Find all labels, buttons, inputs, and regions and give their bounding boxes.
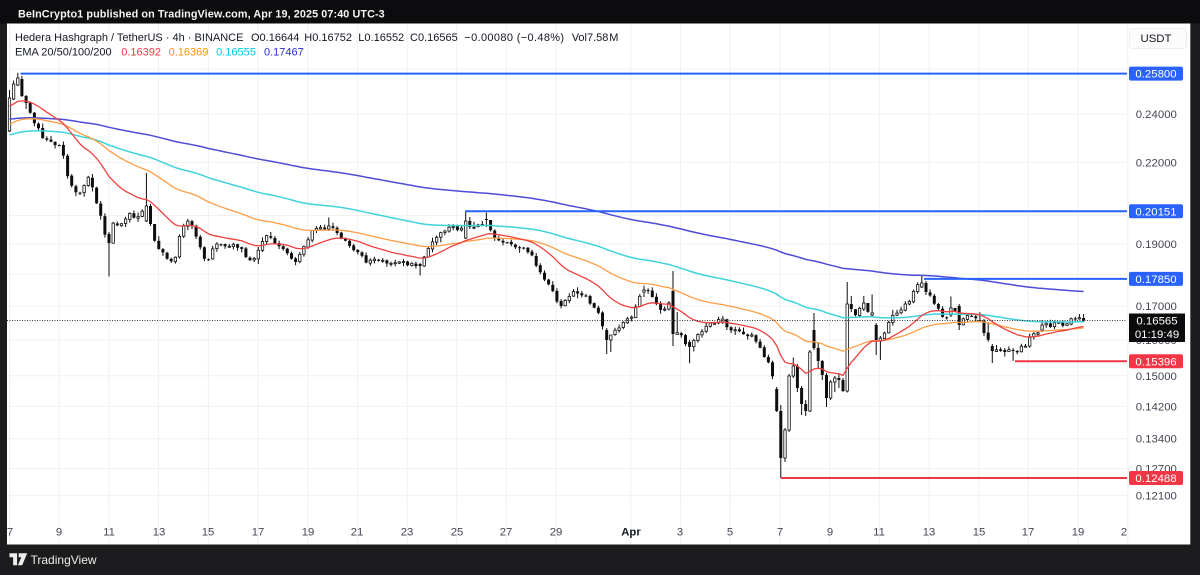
svg-text:25: 25 — [451, 527, 464, 539]
svg-text:19: 19 — [302, 527, 315, 539]
svg-text:0.17000: 0.17000 — [1136, 301, 1177, 313]
svg-text:0.15000: 0.15000 — [1136, 371, 1177, 383]
svg-text:0.16555: 0.16555 — [216, 47, 256, 59]
svg-text:7: 7 — [777, 527, 783, 539]
svg-text:H0.16752: H0.16752 — [304, 32, 352, 44]
svg-text:0.12488: 0.12488 — [1135, 473, 1176, 485]
svg-text:−0.00080 (−0.48%): −0.00080 (−0.48%) — [464, 32, 564, 44]
svg-text:Apr: Apr — [621, 527, 641, 539]
svg-text:C0.16565: C0.16565 — [410, 32, 458, 44]
svg-text:0.16392: 0.16392 — [121, 47, 161, 59]
svg-text:0.15396: 0.15396 — [1135, 356, 1176, 368]
svg-text:9: 9 — [56, 527, 62, 539]
svg-text:13: 13 — [923, 527, 936, 539]
svg-text:13: 13 — [153, 527, 166, 539]
svg-text:BeInCrypto1 published on Tradi: BeInCrypto1 published on TradingView.com… — [18, 9, 385, 21]
svg-text:29: 29 — [550, 527, 563, 539]
svg-text:O0.16644: O0.16644 — [251, 32, 299, 44]
svg-text:17: 17 — [1022, 527, 1035, 539]
svg-text:3: 3 — [677, 527, 683, 539]
svg-text:17: 17 — [252, 527, 265, 539]
svg-text:21: 21 — [351, 527, 364, 539]
svg-text:0.17467: 0.17467 — [264, 47, 304, 59]
svg-text:5: 5 — [727, 527, 733, 539]
svg-text:TradingView: TradingView — [31, 553, 97, 567]
svg-text:23: 23 — [401, 527, 414, 539]
svg-text:0.16369: 0.16369 — [169, 47, 209, 59]
svg-text:15: 15 — [202, 527, 215, 539]
svg-text:11: 11 — [103, 527, 115, 539]
svg-text:11: 11 — [873, 527, 885, 539]
svg-text:0.14200: 0.14200 — [1136, 401, 1177, 413]
svg-text:0.13400: 0.13400 — [1136, 434, 1177, 446]
svg-text:7: 7 — [7, 527, 13, 539]
svg-text:19: 19 — [1072, 527, 1085, 539]
svg-text:27: 27 — [500, 527, 513, 539]
svg-text:L0.16552: L0.16552 — [358, 32, 404, 44]
svg-text:0.24000: 0.24000 — [1136, 109, 1177, 121]
svg-text:0.22000: 0.22000 — [1136, 157, 1177, 169]
svg-text:0.16565: 0.16565 — [1136, 316, 1177, 328]
svg-text:0.20151: 0.20151 — [1135, 206, 1176, 218]
svg-text:0.17850: 0.17850 — [1135, 274, 1176, 286]
svg-text:15: 15 — [973, 527, 986, 539]
svg-text:Hedera Hashgraph / TetherUS ·: Hedera Hashgraph / TetherUS · 4h · BINAN… — [15, 32, 243, 44]
svg-text:2: 2 — [1121, 527, 1127, 539]
svg-text:0.12100: 0.12100 — [1136, 491, 1177, 503]
svg-text:0.19000: 0.19000 — [1136, 239, 1177, 251]
svg-text:Vol7.58 M: Vol7.58 M — [572, 32, 619, 44]
svg-text:9: 9 — [827, 527, 833, 539]
svg-text:01:19:49: 01:19:49 — [1135, 329, 1179, 341]
svg-text:EMA 20/50/100/200: EMA 20/50/100/200 — [15, 47, 112, 59]
svg-text:USDT: USDT — [1140, 33, 1171, 45]
svg-text:0.25800: 0.25800 — [1135, 69, 1176, 81]
